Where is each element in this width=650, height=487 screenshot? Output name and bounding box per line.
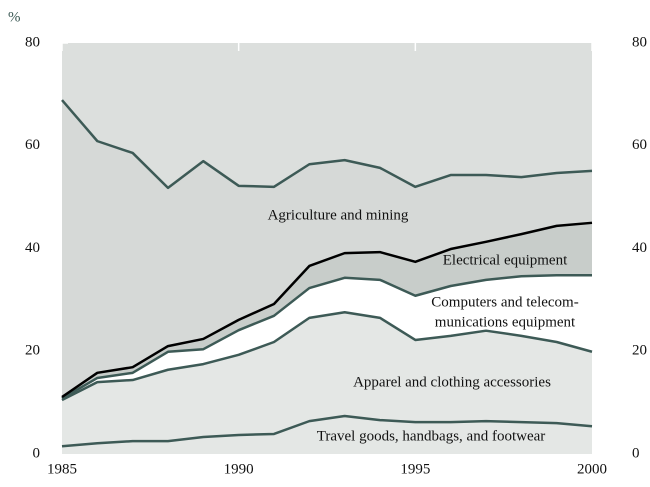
series-label: Apparel and clothing accessories <box>353 374 551 390</box>
y2-tick-label: 60 <box>632 137 647 153</box>
series-label: Electrical equipment <box>443 252 568 268</box>
series-line <box>61 99 593 190</box>
area-band <box>62 312 592 447</box>
y2-tick-label: 20 <box>632 343 647 359</box>
x-tick-label: 1985 <box>47 461 77 477</box>
y-tick-label: 80 <box>25 34 40 50</box>
series-line <box>61 221 593 399</box>
x-tick-label: 1995 <box>400 461 430 477</box>
series-label: Travel goods, handbags, and footwear <box>317 428 546 444</box>
area-band <box>62 275 592 401</box>
series-label: Computers and telecom- <box>431 294 578 310</box>
series-line <box>61 273 592 400</box>
area-band <box>62 222 592 399</box>
area-band <box>62 415 592 454</box>
x-tick-label: 2000 <box>577 461 607 477</box>
y2-tick-label: 0 <box>632 445 640 461</box>
y-tick-label: 60 <box>25 137 40 153</box>
area-band <box>62 100 592 397</box>
y2-tick-label: 80 <box>632 34 647 50</box>
y2-tick-label: 40 <box>632 240 647 256</box>
y-unit: % <box>8 9 21 25</box>
y-tick-label: 20 <box>25 343 40 359</box>
series-line <box>61 414 593 448</box>
x-tick-label: 1990 <box>224 461 254 477</box>
series-label: munications equipment <box>435 314 576 330</box>
series-line <box>61 310 593 402</box>
series-label: Agriculture and mining <box>268 207 409 223</box>
y-tick-label: 0 <box>33 445 41 461</box>
y-tick-label: 40 <box>25 240 40 256</box>
